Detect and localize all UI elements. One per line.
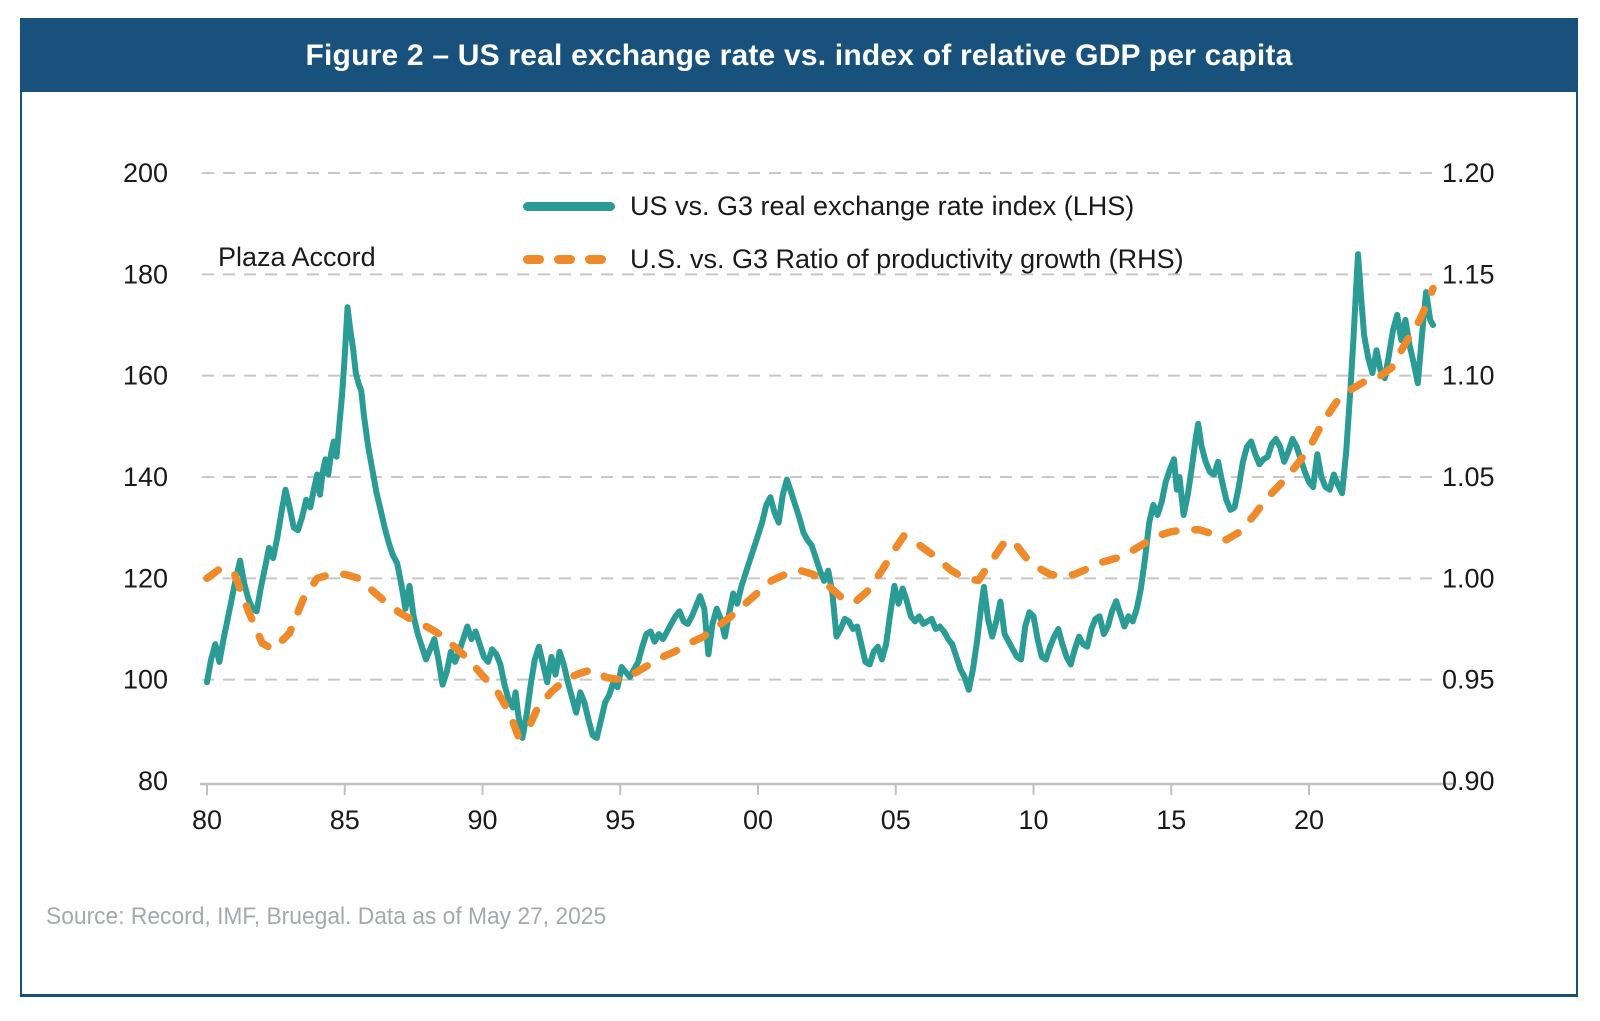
y-right-label-1.20: 1.20 — [1442, 158, 1495, 188]
x-tick-label-2015: 15 — [1156, 805, 1186, 835]
x-tick-label-2000: 00 — [743, 805, 773, 835]
legend-label-productivity: U.S. vs. G3 Ratio of productivity growth… — [630, 243, 1184, 274]
chart-legend: US vs. G3 real exchange rate index (LHS)… — [523, 191, 1184, 297]
x-tick-label-1990: 90 — [467, 805, 497, 835]
y-left-label-80: 80 — [138, 766, 168, 796]
x-tick-label-1995: 95 — [605, 805, 635, 835]
x-tick-label-2005: 05 — [881, 805, 911, 835]
y-right-label-1.05: 1.05 — [1442, 462, 1495, 492]
y-left-label-200: 200 — [123, 158, 168, 188]
x-tick-label-2020: 20 — [1294, 805, 1324, 835]
y-right-label-1.15: 1.15 — [1442, 259, 1495, 289]
y-left-label-140: 140 — [123, 462, 168, 492]
y-left-label-160: 160 — [123, 361, 168, 391]
x-tick-label-2010: 10 — [1018, 805, 1048, 835]
productivity-line-series — [203, 284, 1437, 741]
legend-swatch-productivity-line-icon — [523, 254, 615, 264]
y-left-label-180: 180 — [123, 259, 168, 289]
chart-plot-area: 80 85 90 95 00 05 10 15 20 200 180 160 140 120 100 80 1.… — [123, 158, 1495, 835]
y-left-label-120: 120 — [123, 563, 168, 593]
legend-swatch-rer-line-icon — [523, 201, 615, 211]
legend-item-productivity: U.S. vs. G3 Ratio of productivity growth… — [523, 244, 1184, 274]
y-right-label-1.10: 1.10 — [1442, 361, 1495, 391]
plaza-accord-annotation: Plaza Accord — [218, 242, 376, 272]
y-right-label-1.00: 1.00 — [1442, 563, 1495, 593]
figure-title: Figure 2 – US real exchange rate vs. ind… — [305, 39, 1293, 72]
y-right-label-0.90: 0.90 — [1442, 766, 1495, 796]
figure-title-bar: Figure 2 – US real exchange rate vs. ind… — [22, 20, 1576, 92]
x-tick-label-1980: 80 — [192, 805, 222, 835]
x-tick-label-1985: 85 — [330, 805, 360, 835]
y-right-label-0.95: 0.95 — [1442, 665, 1495, 695]
source-note: Source: Record, IMF, Bruegal. Data as of… — [46, 903, 607, 930]
legend-item-rer: US vs. G3 real exchange rate index (LHS) — [523, 191, 1184, 221]
y-left-label-100: 100 — [123, 665, 168, 695]
legend-label-rer: US vs. G3 real exchange rate index (LHS) — [630, 190, 1135, 221]
rer-line-series — [204, 251, 1436, 741]
